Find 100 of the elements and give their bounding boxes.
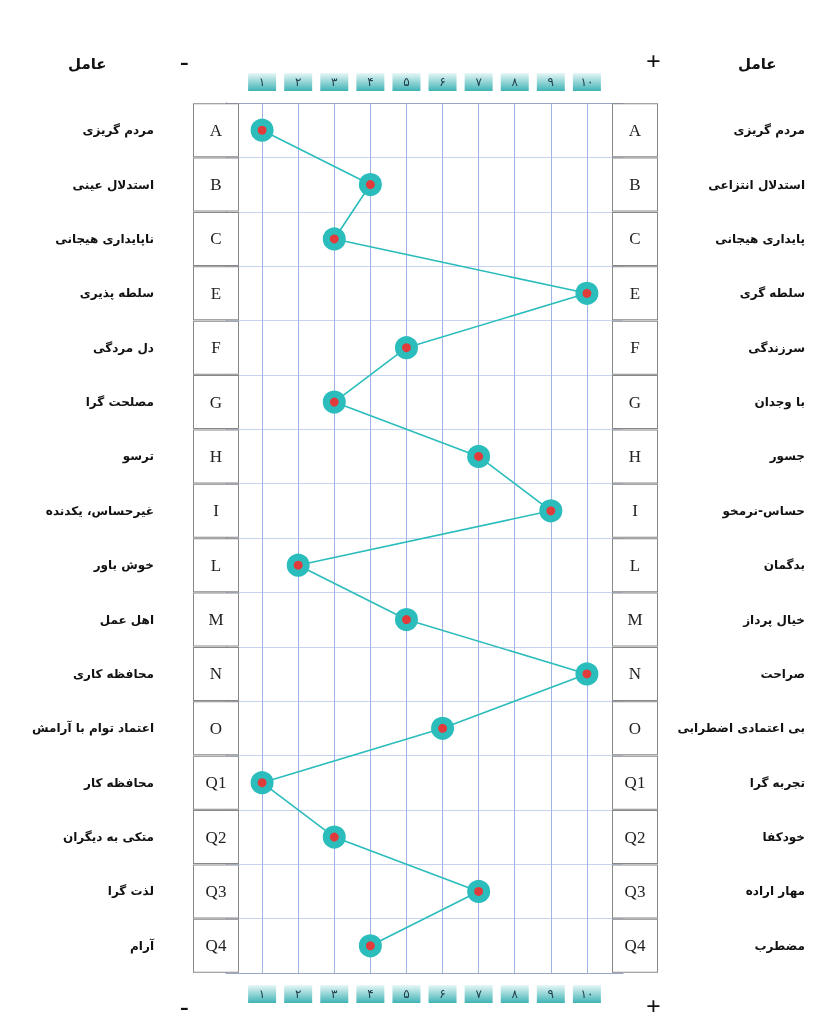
- y-tick-label: C: [210, 229, 222, 249]
- category-label: I: [632, 501, 638, 521]
- x-tick-label: ۱: [258, 987, 266, 1001]
- y-tick-label: N: [209, 664, 223, 684]
- text: +: [646, 46, 661, 76]
- x-tick-label: ۶: [439, 987, 446, 1001]
- category-label: F: [630, 338, 640, 358]
- y2-tick-label: خیال پرداز: [742, 612, 805, 627]
- category-label: G: [628, 392, 642, 412]
- point: [358, 173, 382, 197]
- y-tick-label: G: [209, 392, 223, 412]
- x2-tick-label: ۶: [439, 75, 446, 89]
- point: [467, 444, 491, 468]
- category-label: متکی به دیگران: [62, 830, 154, 845]
- point: [322, 390, 346, 414]
- y-tick-label: Q1: [205, 773, 227, 793]
- category-label: ناپایداری هیجانی: [55, 231, 154, 246]
- point: [575, 281, 599, 305]
- category-label: غیرحساس، یکدنده: [45, 503, 154, 518]
- point: [322, 227, 346, 251]
- category-label: Q3: [624, 881, 646, 901]
- y-tick-label: Q2: [205, 827, 227, 847]
- category-label: Q2: [624, 827, 646, 847]
- point: [431, 716, 455, 740]
- y2-tick-label: مهار اراده: [745, 884, 805, 899]
- x-tick-label: ۱۰: [580, 987, 594, 1001]
- x-tick-label: ۹: [547, 987, 555, 1001]
- y-tick-label: L: [210, 555, 222, 575]
- y2-tick-label: سرزندگی: [748, 340, 805, 355]
- y2-tick-label: با وجدان: [754, 395, 805, 411]
- category-label: C: [629, 229, 641, 249]
- category-label: Q1: [624, 773, 646, 793]
- category-label: محافظه کار: [84, 775, 154, 790]
- y-tick-label: M: [208, 610, 224, 630]
- category-label: L: [629, 555, 641, 575]
- point: [358, 934, 382, 958]
- y2-tick-label: صراحت: [760, 666, 805, 681]
- x2-tick-label: ۳: [331, 75, 339, 89]
- y2-tick-label: مضطرب: [754, 938, 805, 953]
- y2-tick-label: حساس-نرمخو: [721, 503, 805, 519]
- category-label: محافظه کاری: [73, 666, 154, 681]
- category-label: N: [628, 664, 642, 684]
- text: -: [180, 46, 189, 76]
- y2-tick-label: جسور: [768, 449, 805, 465]
- category-label: آرام: [130, 938, 154, 953]
- category-label: M: [627, 610, 643, 630]
- point: [322, 825, 346, 849]
- category-label: O: [628, 718, 642, 738]
- x-tick-label: ۸: [511, 987, 519, 1001]
- x-tick-label: ۴: [367, 987, 374, 1001]
- x2-tick-label: ۱: [258, 75, 266, 89]
- point: [539, 499, 563, 523]
- x2-tick-label: ۸: [511, 75, 519, 89]
- category-label: دل مردگی: [93, 340, 154, 355]
- category-label: خوش باور: [93, 558, 154, 573]
- y2-tick-label: پایداری هیجانی: [715, 231, 805, 246]
- y-tick-label: H: [209, 446, 223, 466]
- category-label: مصلحت گرا: [85, 395, 154, 410]
- x-tick-label: ۷: [475, 987, 483, 1001]
- point: [575, 662, 599, 686]
- category-label: Q4: [624, 936, 646, 956]
- category-label: مردم گریزی: [82, 123, 154, 138]
- point: [286, 553, 310, 577]
- point: [394, 336, 418, 360]
- y-tick-label: O: [209, 718, 223, 738]
- text: عامل: [68, 54, 107, 73]
- y2-tick-label: استدلال انتزاعی: [708, 177, 805, 192]
- x2-tick-label: ۷: [475, 75, 483, 89]
- x2-tick-label: ۴: [367, 75, 374, 89]
- y-tick-label: Q3: [205, 881, 227, 901]
- y2-tick-label: سلطه گری: [739, 286, 805, 301]
- category-label: A: [628, 120, 642, 140]
- x-tick-label: ۵: [403, 987, 410, 1001]
- point: [394, 608, 418, 632]
- category-label: B: [629, 175, 641, 195]
- y2-tick-label: خودکفا: [762, 830, 805, 846]
- point: [250, 771, 274, 795]
- category-label: ترسو: [122, 449, 154, 464]
- y2-tick-label: مردم گریزی: [733, 123, 805, 139]
- category-label: H: [628, 446, 642, 466]
- category-label: لذت گرا: [107, 884, 154, 899]
- y-tick-label: I: [213, 501, 220, 521]
- y2-tick-label: بی اعتمادی اضطرابی: [677, 721, 805, 736]
- y-tick-label: F: [211, 338, 221, 358]
- text: -: [180, 991, 189, 1021]
- x2-tick-label: ۹: [547, 75, 555, 89]
- x2-tick-label: ۵: [403, 75, 410, 89]
- text: عامل: [738, 54, 777, 73]
- category-label: اعتماد توام با آرامش: [32, 721, 154, 736]
- category-label: E: [629, 283, 641, 303]
- text: +: [646, 991, 661, 1021]
- x-tick-label: ۳: [331, 987, 339, 1001]
- x2-tick-label: ۲: [294, 75, 302, 89]
- category-label: سلطه پذیری: [79, 286, 154, 301]
- x2-tick-label: ۱۰: [580, 75, 594, 89]
- category-label: اهل عمل: [99, 612, 154, 627]
- y2-tick-label: تجربه گرا: [749, 775, 805, 790]
- point: [467, 879, 491, 903]
- y-tick-label: E: [210, 283, 222, 303]
- y2-tick-label: بدگمان: [763, 558, 805, 573]
